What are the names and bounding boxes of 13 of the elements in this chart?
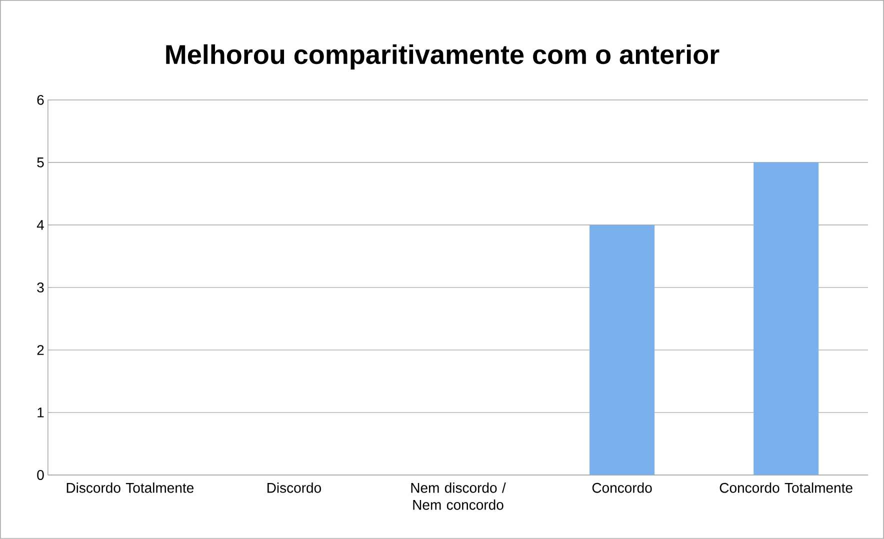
x-tick-label: Concordo Totalmente [720,482,852,493]
x-tick-label: Discordo [267,482,321,493]
x-tick-label: Concordo [592,482,652,493]
y-tick-label: 4 [36,220,44,230]
y-tick-label: 5 [37,158,44,168]
y-tick-label: 2 [37,345,44,355]
chart-title: Melhorou comparitivamente com o anterior [166,44,720,70]
y-tick-label: 3 [37,282,44,292]
x-tick-label: Nem discordo / Nem concordo [411,482,506,510]
y-tick-label: 1 [38,408,44,418]
y-tick-label: 0 [37,470,44,480]
y-tick-label: 6 [37,94,44,105]
x-tick-label: Discordo Totalmente [66,482,194,493]
